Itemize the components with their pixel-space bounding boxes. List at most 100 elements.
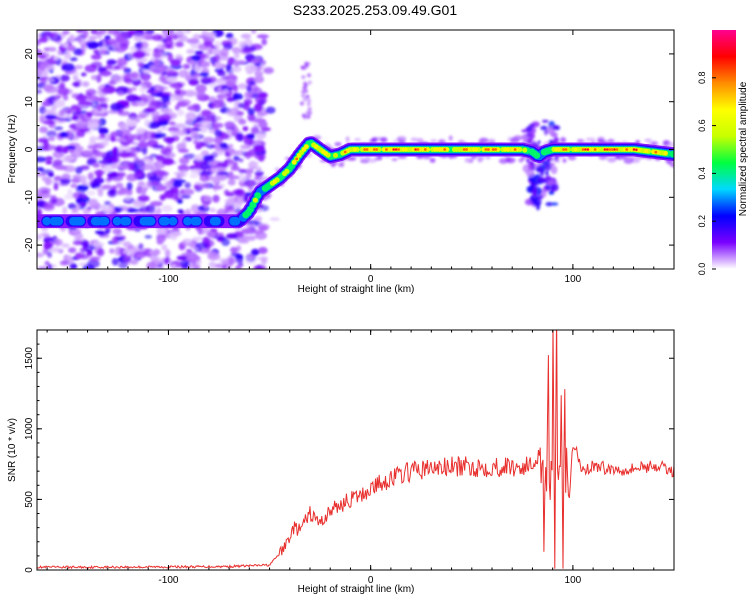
noise-blob [159, 74, 166, 82]
noise-blob [131, 133, 142, 141]
noise-blob [201, 110, 209, 117]
noise-blob [189, 174, 199, 178]
noise-blob [220, 48, 229, 57]
noise-blob [43, 201, 54, 209]
noise-blob [70, 183, 78, 188]
noise-blob [149, 153, 159, 158]
noise-blob [244, 38, 253, 46]
noise-blob [185, 112, 197, 121]
noise-blob [199, 173, 210, 182]
noise-blob [112, 75, 125, 84]
ridge-segment [633, 148, 635, 151]
noise-blob [122, 249, 133, 254]
noise-blob [167, 126, 180, 132]
noise-blob [199, 161, 212, 170]
noise-blob [133, 33, 145, 42]
noise-blob [302, 97, 307, 102]
noise-blob [184, 208, 191, 215]
noise-blob [225, 63, 232, 71]
noise-blob [42, 83, 54, 92]
disturbance-blob [553, 125, 559, 129]
noise-blob [67, 189, 73, 196]
noise-blob [354, 138, 361, 141]
noise-blob [150, 110, 160, 118]
noise-blob [232, 93, 244, 100]
noise-blob [226, 81, 235, 88]
noise-blob [301, 113, 306, 118]
ridge-segment [295, 157, 299, 161]
ridge-segment [610, 148, 614, 151]
noise-blob [223, 88, 229, 94]
noise-blob [607, 138, 615, 144]
noise-blob [105, 39, 119, 45]
noise-blob [54, 126, 64, 131]
noise-blob [258, 92, 268, 99]
noise-blob [104, 35, 111, 40]
noise-blob [53, 182, 59, 191]
noise-blob [410, 137, 419, 142]
noise-blob [197, 205, 206, 212]
noise-blob [67, 203, 77, 210]
noise-blob [39, 61, 51, 69]
noise-blob [248, 186, 254, 192]
noise-blob [80, 72, 87, 77]
noise-blob [144, 234, 152, 239]
noise-blob [149, 86, 156, 93]
noise-blob [448, 135, 453, 141]
noise-blob [112, 227, 122, 235]
ridge-segment [443, 148, 447, 151]
noise-blob [82, 264, 95, 269]
ridge-segment [595, 147, 600, 152]
noise-blob [136, 30, 145, 35]
disturbance-blob [545, 170, 549, 176]
colorbar-tick-label: 0.2 [697, 215, 707, 228]
noise-blob [137, 195, 150, 202]
noise-blob [137, 114, 147, 119]
noise-blob [177, 166, 186, 171]
noise-blob [115, 34, 124, 43]
noise-blob [225, 33, 234, 39]
noise-blob [115, 182, 124, 189]
noise-blob [142, 147, 148, 155]
noise-blob [48, 145, 57, 150]
noise-blob [140, 188, 147, 196]
noise-blob [307, 111, 312, 115]
noise-blob [130, 86, 137, 92]
noise-blob [119, 128, 131, 135]
noise-blob [200, 120, 212, 129]
noise-blob [248, 161, 260, 168]
noise-blob [156, 227, 167, 235]
noise-blob [237, 135, 244, 142]
noise-blob [195, 84, 207, 93]
ridge-segment [644, 149, 648, 153]
ridge-segment [593, 148, 597, 151]
noise-blob [194, 154, 206, 161]
noise-blob [265, 106, 276, 114]
noise-blob [90, 54, 102, 60]
noise-blob [219, 142, 228, 149]
noise-blob [48, 172, 54, 178]
noise-blob [144, 119, 151, 127]
noise-blob [145, 161, 157, 168]
noise-blob [62, 63, 75, 72]
noise-blob [245, 226, 257, 234]
noise-blob [87, 145, 98, 150]
noise-blob [86, 190, 96, 196]
noise-blob [78, 202, 88, 207]
noise-blob [198, 53, 208, 58]
noise-blob [212, 184, 219, 193]
ridge-segment [122, 216, 132, 226]
ridge-segment [54, 216, 64, 226]
noise-blob [304, 61, 309, 66]
disturbance-blob [535, 166, 541, 173]
noise-blob [247, 107, 255, 116]
noise-blob [130, 71, 139, 79]
ridge-segment [284, 168, 290, 174]
noise-blob [221, 238, 231, 246]
noise-blob [105, 64, 113, 70]
noise-blob [226, 96, 235, 103]
noise-blob [560, 137, 567, 143]
noise-blob [218, 258, 232, 263]
